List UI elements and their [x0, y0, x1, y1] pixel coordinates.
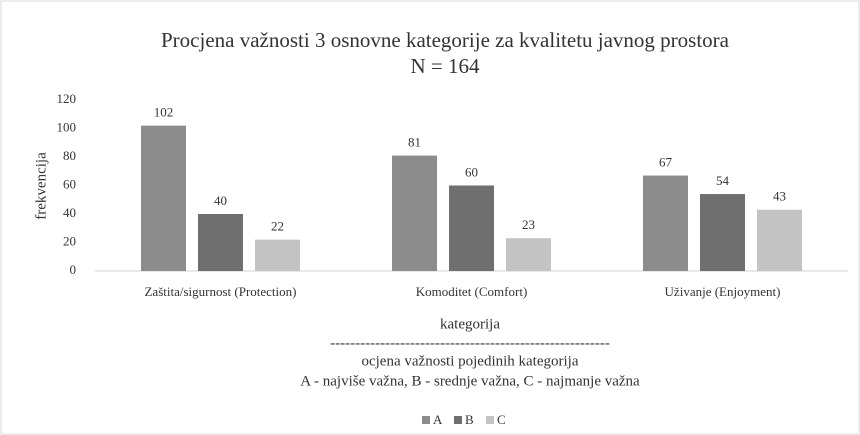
data-label: 40: [214, 193, 227, 208]
y-tick-label: 0: [70, 262, 77, 277]
data-label: 54: [716, 173, 730, 188]
y-tick-label: 60: [63, 176, 76, 191]
chart-subtitle: N = 164: [410, 54, 480, 78]
y-tick-label: 100: [57, 119, 77, 134]
x-tick-label: Zaštita/sigurnost (Protection): [144, 284, 296, 299]
bar: [449, 185, 494, 271]
y-tick-label: 40: [63, 205, 76, 220]
x-axis-label: kategorija: [440, 316, 500, 332]
x-axis-label: ----------------------------------------…: [330, 335, 610, 351]
bar: [643, 175, 688, 271]
data-label: 67: [659, 155, 673, 170]
data-label: 102: [154, 105, 174, 120]
legend-label: C: [497, 412, 506, 427]
legend-swatch: [422, 416, 430, 424]
x-tick-label: Komoditet (Comfort): [416, 284, 528, 299]
legend-swatch: [454, 416, 462, 424]
bar: [255, 239, 300, 271]
data-label: 43: [773, 189, 786, 204]
y-tick-label: 120: [57, 91, 77, 106]
data-label: 22: [271, 219, 284, 234]
bar: [392, 155, 437, 271]
bar: [198, 214, 243, 271]
bar: [757, 209, 802, 271]
x-axis-label: A - najviše važna, B - srednje važna, C …: [300, 373, 640, 389]
legend-label: A: [433, 412, 443, 427]
bar: [700, 194, 745, 271]
data-label: 81: [408, 135, 421, 150]
legend-label: B: [465, 412, 474, 427]
x-axis-label: ocjena važnosti pojedinih kategorija: [361, 353, 578, 369]
y-axis-label: frekvencija: [33, 152, 49, 220]
legend-swatch: [486, 416, 494, 424]
chart-title: Procjena važnosti 3 osnovne kategorije z…: [161, 28, 730, 52]
y-tick-label: 20: [63, 233, 76, 248]
data-label: 23: [522, 217, 535, 232]
x-tick-label: Uživanje (Enjoyment): [665, 284, 781, 299]
data-label: 60: [465, 164, 478, 179]
y-tick-label: 80: [63, 148, 76, 163]
bar: [506, 238, 551, 271]
bar: [141, 125, 186, 272]
